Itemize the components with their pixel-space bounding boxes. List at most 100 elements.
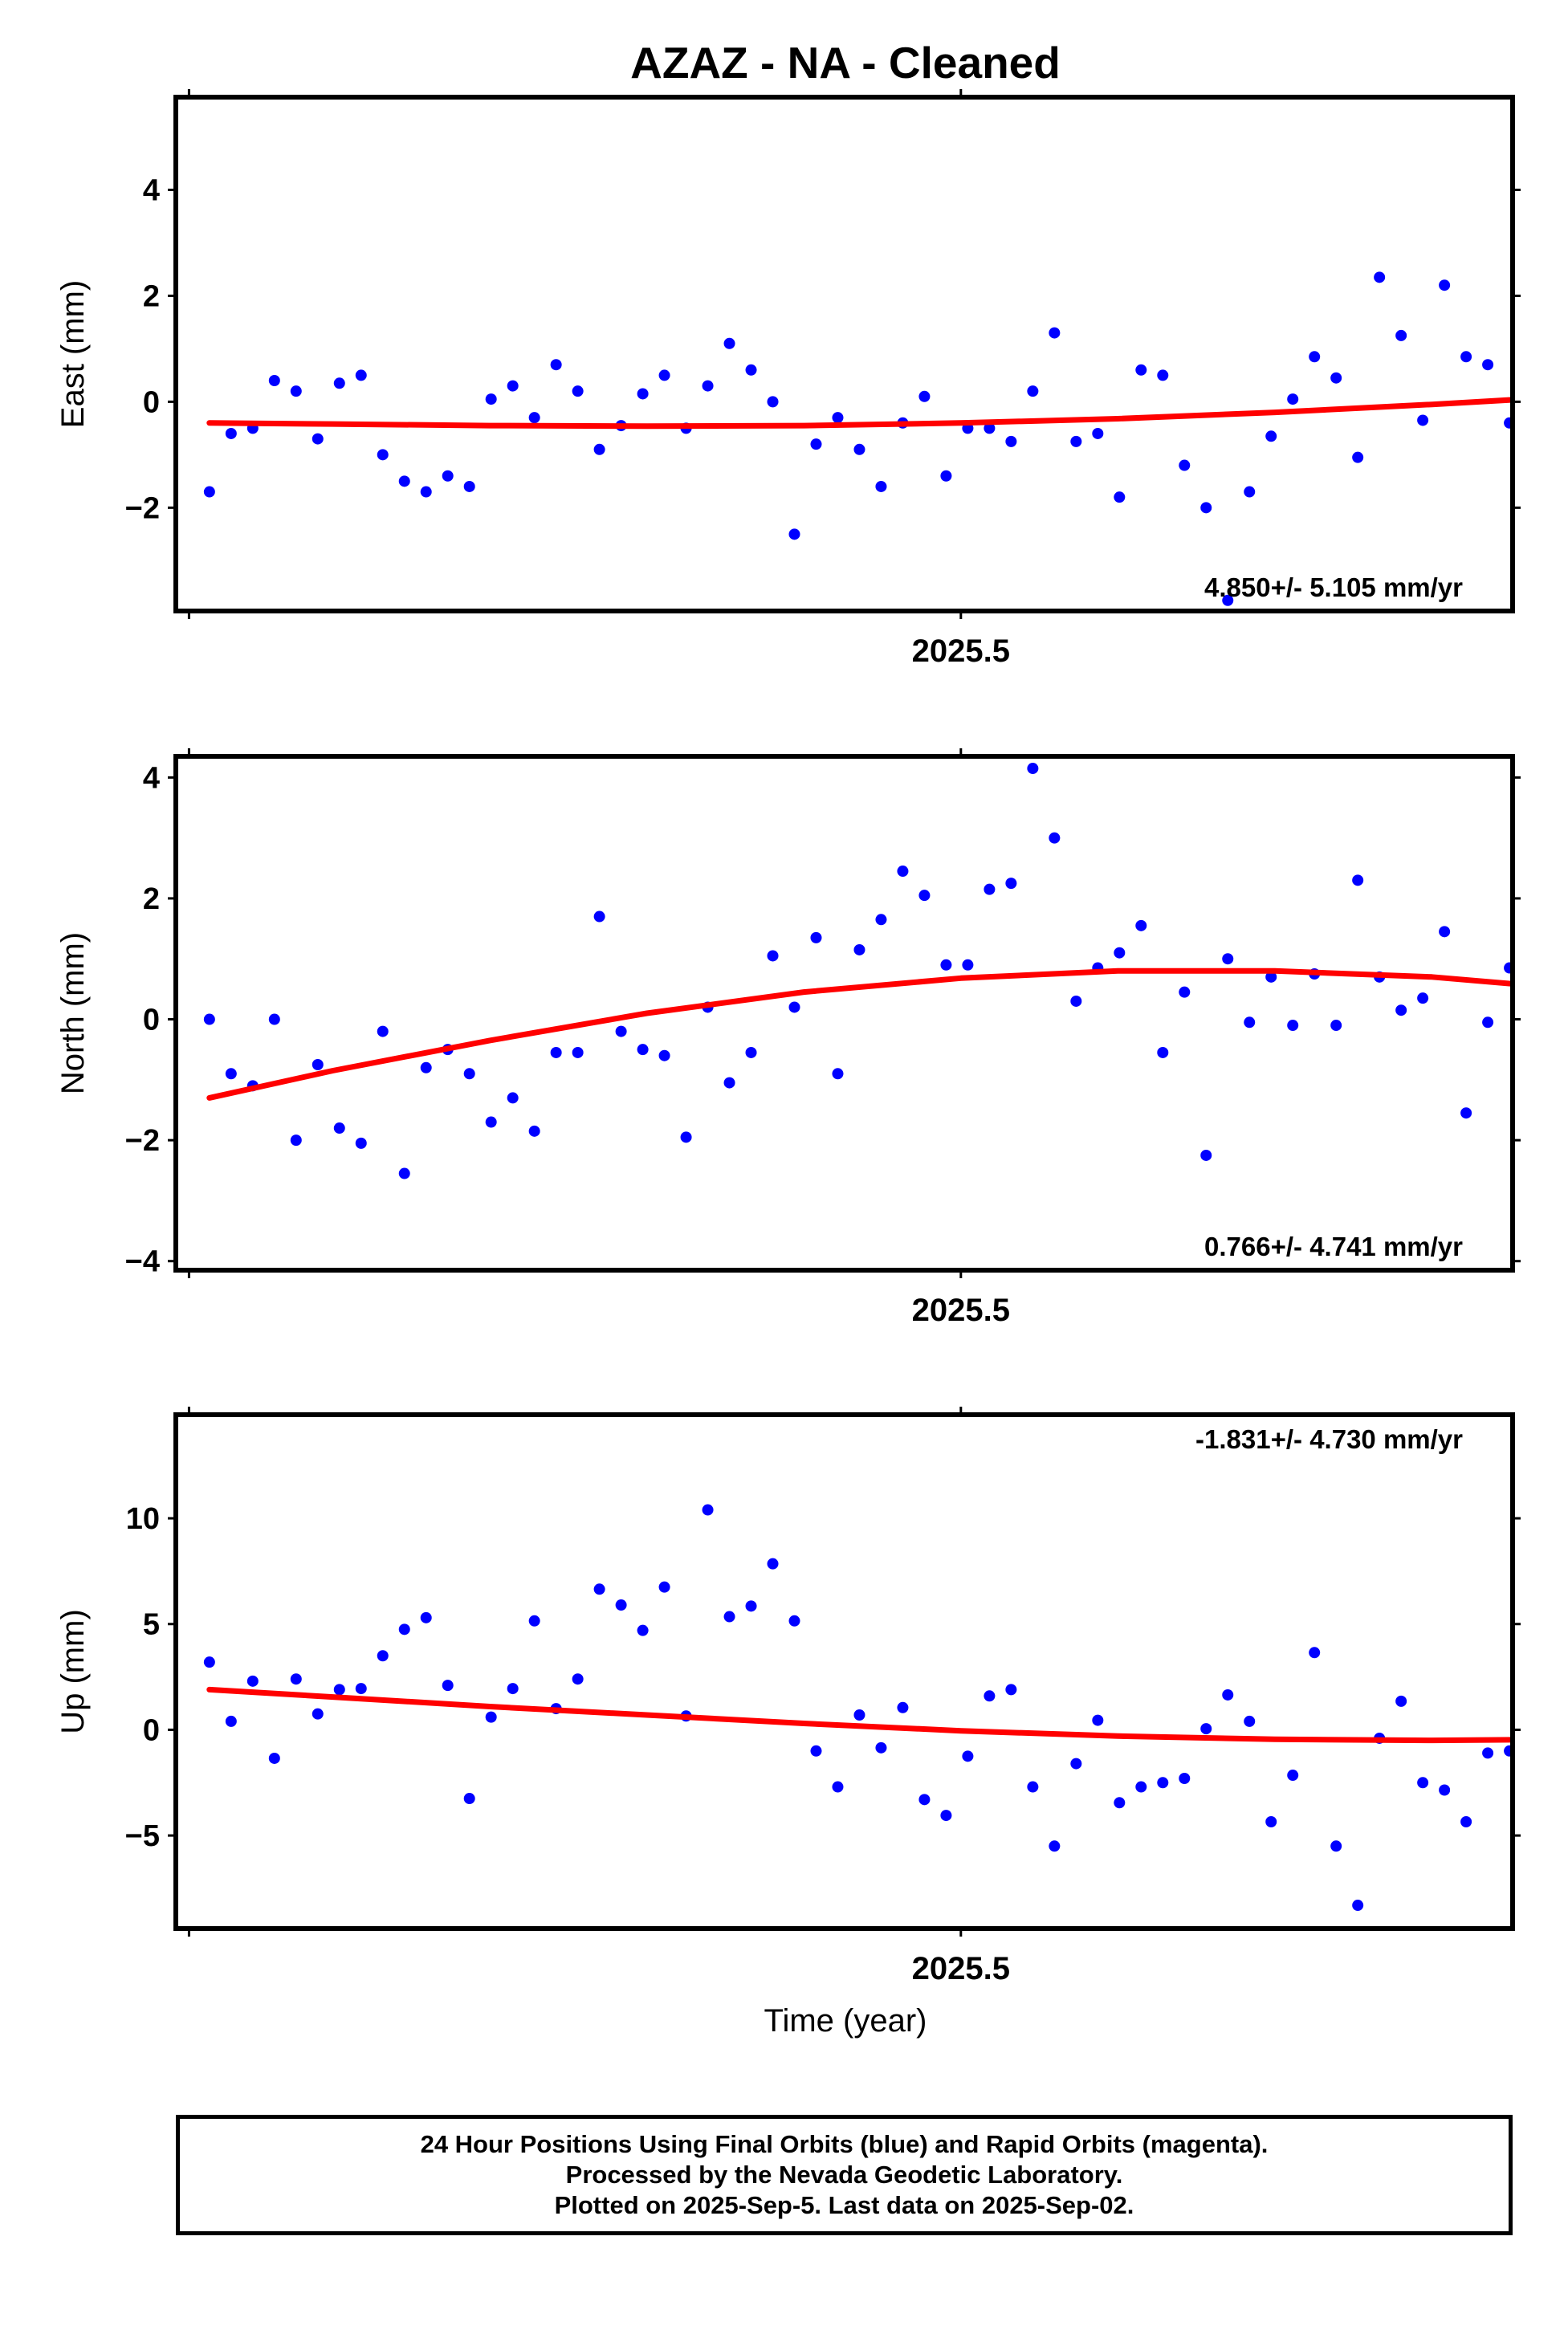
final-point: [1049, 327, 1061, 339]
final-point: [1200, 502, 1212, 514]
final-point: [528, 1615, 540, 1627]
y-tick-label: 0: [143, 1004, 160, 1037]
y-tick-label: −2: [125, 491, 160, 525]
fit-line: [206, 397, 1513, 430]
final-point: [1222, 594, 1234, 606]
final-point: [572, 1046, 584, 1058]
final-point: [1547, 963, 1558, 974]
final-point: [962, 1750, 974, 1762]
final-point: [463, 1793, 475, 1805]
final-point: [723, 1077, 735, 1089]
final-point: [1005, 435, 1017, 447]
fit-line: [206, 967, 1513, 1101]
final-point: [225, 1715, 237, 1727]
plot-frame: [173, 754, 1515, 1273]
final-point: [788, 528, 800, 540]
final-point: [268, 374, 280, 386]
final-point: [442, 1680, 454, 1692]
final-point: [1157, 1777, 1169, 1789]
final-point: [1200, 1723, 1212, 1735]
final-point: [1135, 1781, 1147, 1793]
final-point: [1287, 1770, 1299, 1782]
final-point: [767, 1558, 779, 1570]
final-point: [810, 1745, 822, 1757]
final-point: [1027, 763, 1039, 775]
final-point: [312, 1059, 324, 1070]
final-point: [1547, 1794, 1558, 1805]
final-point: [290, 1134, 302, 1147]
rate-label: -1.831+/- 4.730 mm/yr: [1195, 1424, 1463, 1454]
final-point: [767, 950, 779, 962]
final-point: [1482, 1016, 1494, 1029]
y-tick-label: 4: [143, 173, 160, 207]
final-point: [550, 359, 562, 371]
final-point: [1157, 369, 1169, 381]
final-point: [1352, 1900, 1364, 1912]
final-point: [1309, 1647, 1321, 1659]
final-point: [658, 369, 670, 381]
final-point: [485, 393, 497, 405]
final-point: [203, 1013, 215, 1025]
final-point: [962, 959, 974, 971]
final-point: [1114, 1797, 1126, 1809]
final-point: [290, 1673, 302, 1685]
final-point: [355, 1137, 367, 1149]
final-point: [1352, 451, 1364, 463]
final-point: [1005, 878, 1017, 890]
final-point: [1179, 1773, 1191, 1785]
final-point: [333, 377, 345, 389]
fit-line: [206, 1686, 1513, 1744]
final-point: [398, 1623, 410, 1635]
final-point: [1287, 1020, 1299, 1032]
final-point: [1460, 351, 1472, 363]
final-point: [745, 364, 757, 376]
y-tick-label: 0: [143, 1713, 160, 1747]
final-point: [810, 438, 822, 450]
final-point: [615, 1599, 627, 1611]
y-tick-label: 2: [143, 882, 160, 916]
final-point: [1049, 832, 1061, 844]
y-axis-label: East (mm): [55, 280, 91, 428]
final-point: [593, 1583, 605, 1595]
final-point: [485, 1116, 497, 1128]
final-point: [723, 1611, 735, 1623]
final-point: [312, 433, 324, 445]
final-point: [1135, 919, 1147, 931]
final-point: [637, 1624, 649, 1636]
final-point: [1439, 926, 1451, 938]
final-point: [702, 380, 714, 392]
final-point: [1070, 435, 1082, 447]
plot-frame: [173, 95, 1515, 613]
final-point: [593, 443, 605, 455]
x-tick-label: 2025.5: [912, 633, 1010, 669]
y-axis-label: Up (mm): [55, 1609, 91, 1734]
final-point: [1027, 1781, 1039, 1793]
final-point: [875, 914, 887, 926]
final-point: [1027, 385, 1039, 397]
final-point: [1265, 1815, 1277, 1827]
final-point: [984, 422, 996, 434]
final-point: [420, 1061, 432, 1073]
panel-1: −2 0 2 4 2025.5 East (mm) 4.850+/- 5.105 mm/yr: [55, 89, 1521, 669]
final-point: [333, 1122, 345, 1134]
final-point: [810, 931, 822, 943]
final-point: [463, 1068, 475, 1080]
final-point: [723, 337, 735, 349]
final-point: [1460, 1107, 1472, 1119]
final-point: [853, 943, 865, 955]
final-point: [1092, 1714, 1104, 1726]
final-point: [1244, 1016, 1256, 1029]
final-point: [788, 1001, 800, 1013]
final-point: [290, 385, 302, 397]
final-point: [1092, 427, 1104, 439]
final-point: [268, 1013, 280, 1025]
final-point: [507, 380, 519, 392]
final-point: [875, 1741, 887, 1754]
final-point: [507, 1683, 519, 1695]
y-tick-label: 2: [143, 279, 160, 313]
final-point: [1222, 953, 1234, 965]
final-point: [1395, 329, 1407, 341]
final-point: [1330, 372, 1342, 384]
x-tick-label: 2025.5: [912, 1293, 1010, 1328]
final-point: [1482, 359, 1494, 371]
